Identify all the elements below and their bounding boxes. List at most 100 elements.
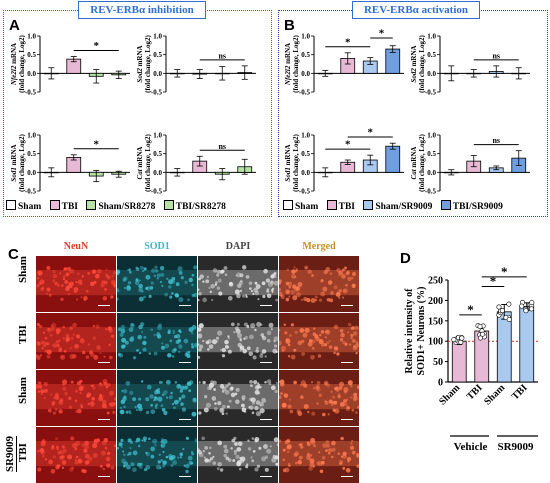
d-point <box>477 324 483 330</box>
scale-bar <box>341 475 353 477</box>
a-sod1-ylabel-rest: mRNA <box>10 144 18 167</box>
a-nfe2l2-ytick-label: -0.5 <box>25 89 37 97</box>
b-sod2-ylabel-rest: mRNA <box>410 45 418 68</box>
scale-bar <box>98 361 110 363</box>
d-point <box>529 300 535 306</box>
scale-bar <box>179 304 191 306</box>
d-point <box>477 335 483 341</box>
d-bar <box>496 311 512 383</box>
a-sod1-ytick-label: -0.5 <box>25 188 37 196</box>
d-point <box>519 303 525 309</box>
legend-swatch-sham-inhibitor <box>86 200 97 210</box>
legend-swatch-tbi <box>326 200 337 210</box>
b-cat-ytick-label: -0.5 <box>425 188 437 196</box>
micrograph-tile <box>198 427 278 483</box>
a-cat-ylabel: Cat mRNA(fold change, Log2) <box>136 133 152 191</box>
micrograph-tile <box>36 427 116 483</box>
scale-bar <box>341 304 353 306</box>
d-point <box>479 331 485 337</box>
b-sod2-ylabel-unit: (fold change, Log2) <box>418 34 426 92</box>
d-point <box>523 308 529 314</box>
b-sod2-ytick-label: -0.5 <box>425 89 437 97</box>
d-ylabel-line1: Relative intensity of <box>404 288 415 374</box>
a-sod2-ylabel-rest: mRNA <box>136 45 144 68</box>
a-nfe2l2-ytick-label: 0.5 <box>27 51 36 59</box>
legend-swatch-sham <box>6 200 16 210</box>
channel-label-3: Merged <box>302 241 336 252</box>
d-ytick-label: 100 <box>428 337 443 348</box>
scale-bar <box>260 418 272 420</box>
b-nfe2l2-ylabel: Nfe2l2 mRNA(fold change, Log2) <box>284 34 300 92</box>
micrograph-tile <box>117 256 197 312</box>
a-sod1-ytick-label: 0.0 <box>27 169 36 177</box>
b-nfe2l2-ylabel-rest: mRNA <box>284 43 292 66</box>
d-xtick-label: TBI <box>510 382 530 402</box>
a-sod1-ylabel-gene: Sod1 <box>10 167 18 181</box>
panel-b-title: REV-ERBα activation <box>352 1 480 19</box>
d-ytick-label: 200 <box>428 296 443 307</box>
scale-bar <box>341 361 353 363</box>
d-point <box>459 335 465 341</box>
d-sig-label: * <box>490 273 497 288</box>
a-sod2-ytick-label: 1.0 <box>153 33 162 41</box>
b-cat-sig-label: ns <box>492 136 500 145</box>
scale-bar <box>179 418 191 420</box>
a-sod1-ytick-label: 1.0 <box>27 132 36 140</box>
legend-a-label-0: Sham <box>18 202 42 212</box>
scale-bar <box>260 304 272 306</box>
b-cat-ylabel: Cat mRNA(fold change, Log2) <box>410 133 426 191</box>
a-nfe2l2-ytick-label: 1.0 <box>27 33 36 41</box>
b-sod1-sig-label: * <box>345 139 351 151</box>
scale-bar <box>98 475 110 477</box>
b-nfe2l2-ytick-label: 0.0 <box>301 70 310 78</box>
a-nfe2l2-sig-label: * <box>94 40 100 52</box>
b-nfe2l2-ylabel-unit: (fold change, Log2) <box>292 34 300 92</box>
micrograph-tile <box>198 256 278 312</box>
legend-swatch-tbi-inhibitor <box>163 200 174 210</box>
b-sod2-ylabel-gene: Sod2 <box>410 68 418 83</box>
scale-bar <box>260 361 272 363</box>
micrograph-tile <box>36 313 116 369</box>
a-sod2-sig-label: ns <box>218 51 226 60</box>
a-sod2-ytick-label: 0.0 <box>153 70 162 78</box>
scale-bar <box>260 475 272 477</box>
micrograph-tile <box>279 427 359 483</box>
legend-a-label-2: Sham/SR8278 <box>98 202 156 212</box>
panel-letter-b: B <box>284 17 295 34</box>
a-nfe2l2-ylabel-gene: Nfe2l2 <box>10 65 18 86</box>
b-sod1-ytick-label: 0.0 <box>301 169 310 177</box>
legend-b: Sham TBI Sham/SR9009 TBI/SR9009 <box>277 200 503 212</box>
legend-b-label-2: Sham/SR9009 <box>375 202 433 212</box>
b-sod1-ytick-label: -0.5 <box>299 188 311 196</box>
micrograph-tile <box>198 313 278 369</box>
d-ylabel-line2: SOD1+ Neurons (%) <box>416 287 427 376</box>
d-ytick-label: 250 <box>428 276 443 287</box>
a-cat-ytick-label: 1.0 <box>153 132 162 140</box>
legend-a-label-3: TBI/SR8278 <box>175 202 226 212</box>
scale-bar <box>179 361 191 363</box>
d-bar <box>519 306 535 383</box>
d-group-label: SR9009 <box>497 441 534 453</box>
a-nfe2l2-ylabel-unit: (fold change, Log2) <box>18 34 26 92</box>
d-ytick-label: 50 <box>433 357 443 368</box>
micrograph-tile <box>117 427 197 483</box>
b-sod2-ytick-label: 0.5 <box>427 51 436 59</box>
micrograph-tile <box>36 256 116 312</box>
panel-letter-c: C <box>8 246 19 263</box>
d-bar <box>451 340 467 383</box>
d-group-label: Vehicle <box>454 441 488 453</box>
d-ylabel: Relative intensity ofSOD1+ Neurons (%) <box>404 287 427 376</box>
d-ytick-label: 0 <box>438 378 443 389</box>
legend-swatch-tbi-activator <box>440 200 451 210</box>
a-nfe2l2-ylabel-rest: mRNA <box>10 43 18 66</box>
a-sod2-ytick-label: 0.5 <box>153 51 162 59</box>
b-sod1-ylabel-rest: mRNA <box>284 144 292 167</box>
d-sig-label: * <box>467 302 474 317</box>
channel-label-0: NeuN <box>63 241 89 252</box>
scale-bar <box>179 475 191 477</box>
micrograph-tile <box>279 370 359 426</box>
panel-letter-a: A <box>9 17 20 34</box>
b-nfe2l2-ytick-label: 0.5 <box>301 51 310 59</box>
